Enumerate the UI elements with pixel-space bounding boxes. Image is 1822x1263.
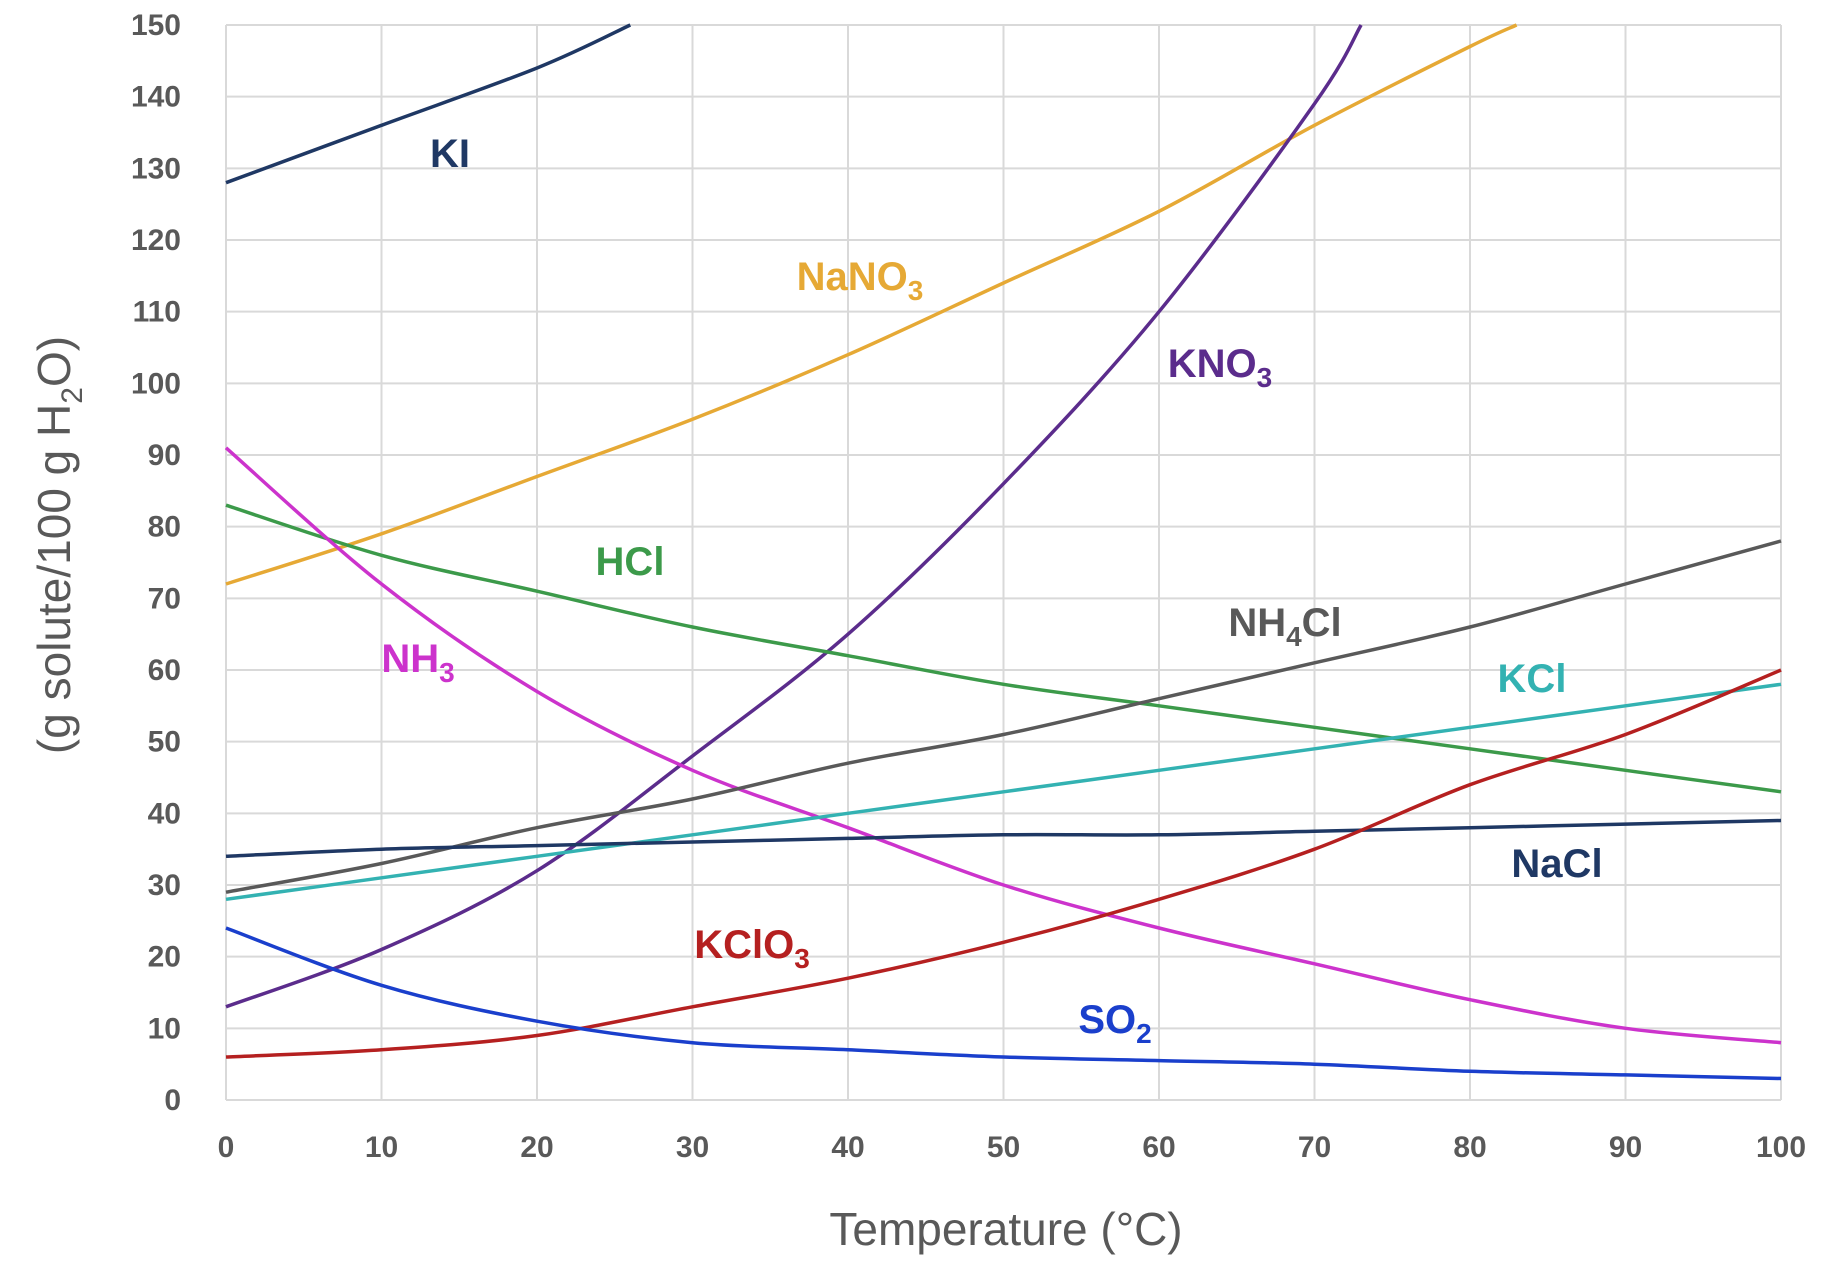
y-tick-label: 150 xyxy=(131,9,181,42)
series-label-nacl: NaCl xyxy=(1511,842,1602,886)
series-label-nano3: NaNO3 xyxy=(797,255,924,306)
series-line-kcl xyxy=(225,682,1782,902)
y-tick-label: 20 xyxy=(148,941,181,974)
series-label-main: NaNO xyxy=(797,255,908,299)
y-axis-title: (g solute/100 g H2O) xyxy=(28,336,89,754)
series-line-nano3 xyxy=(225,23,1518,586)
y-tick-label: 80 xyxy=(148,511,181,544)
series-label-main: NH xyxy=(1228,601,1286,645)
y-tick-label: 10 xyxy=(148,1012,181,1045)
series-lines xyxy=(224,23,1782,1081)
series-line-kno3 xyxy=(225,24,1363,1009)
series-label-sub: 3 xyxy=(794,943,810,974)
y-tick-label: 140 xyxy=(131,81,181,114)
y-tick-label: 130 xyxy=(131,152,181,185)
x-tick-label: 70 xyxy=(1298,1131,1331,1164)
y-tick-label: 100 xyxy=(131,367,181,400)
series-label-kcl: KCl xyxy=(1498,657,1567,701)
y-axis-title-group: (g solute/100 g H2O) xyxy=(28,336,89,754)
x-tick-label: 0 xyxy=(218,1131,235,1164)
y-axis-ticks: 0 10 20 30 40 50 60 70 80 90 100 110 120 130 140 150 xyxy=(131,9,181,1117)
series-line-kclo3 xyxy=(225,668,1782,1059)
series-line-nh4cl xyxy=(225,539,1782,894)
series-label-main: NaCl xyxy=(1511,842,1602,886)
series-label-sub: 4 xyxy=(1286,621,1302,652)
x-tick-label: 60 xyxy=(1142,1131,1175,1164)
x-tick-label: 20 xyxy=(520,1131,553,1164)
x-tick-label: 90 xyxy=(1609,1131,1642,1164)
x-axis-ticks: 0 10 20 30 40 50 60 70 80 90 100 xyxy=(218,1131,1806,1164)
series-label-hcl: HCl xyxy=(596,540,665,584)
series-label-kno3: KNO3 xyxy=(1168,342,1272,393)
x-tick-label: 40 xyxy=(831,1131,864,1164)
y-axis-title-tail: O) xyxy=(28,336,80,387)
y-tick-label: 50 xyxy=(148,726,181,759)
x-axis-title: Temperature (°C) xyxy=(829,1203,1182,1255)
series-line-so2 xyxy=(225,926,1782,1081)
series-line-ki xyxy=(225,23,632,185)
series-label-main: KNO xyxy=(1168,342,1257,386)
y-tick-label: 40 xyxy=(148,797,181,830)
x-tick-label: 80 xyxy=(1453,1131,1486,1164)
series-label-kclo3: KClO3 xyxy=(694,923,810,974)
y-tick-label: 120 xyxy=(131,224,181,257)
series-label-sub: 2 xyxy=(1136,1018,1152,1049)
y-tick-label: 90 xyxy=(148,439,181,472)
series-label-main: KCl xyxy=(1498,657,1567,701)
x-tick-label: 30 xyxy=(676,1131,709,1164)
y-tick-label: 30 xyxy=(148,869,181,902)
series-label-sub: 3 xyxy=(1257,362,1273,393)
series-label-sub: 3 xyxy=(908,275,924,306)
x-tick-label: 100 xyxy=(1756,1131,1806,1164)
grid xyxy=(225,24,1782,1101)
y-tick-label: 110 xyxy=(133,296,181,329)
y-tick-label: 70 xyxy=(148,582,181,615)
series-label-tail: Cl xyxy=(1302,601,1342,645)
series-line-nacl xyxy=(225,818,1782,859)
y-axis-title-main: (g solute/100 g H xyxy=(28,404,80,754)
series-line-nh3 xyxy=(224,446,1782,1045)
series-label-main: NH xyxy=(381,637,439,681)
series-label-main: HCl xyxy=(596,540,665,584)
series-line-hcl xyxy=(225,503,1782,794)
series-label-main: KClO xyxy=(694,923,794,967)
series-label-ki: KI xyxy=(430,132,470,176)
x-tick-label: 50 xyxy=(987,1131,1020,1164)
series-label-main: SO xyxy=(1078,998,1136,1042)
series-label-nh4cl: NH4Cl xyxy=(1228,601,1341,652)
series-label-sub: 3 xyxy=(439,657,455,688)
series-label-main: KI xyxy=(430,132,470,176)
y-tick-label: 0 xyxy=(164,1084,181,1117)
series-label-so2: SO2 xyxy=(1078,998,1151,1049)
series-label-nh3: NH3 xyxy=(381,637,454,688)
x-tick-label: 10 xyxy=(365,1131,398,1164)
y-tick-label: 60 xyxy=(148,654,181,687)
y-axis-title-sub: 2 xyxy=(56,387,89,404)
